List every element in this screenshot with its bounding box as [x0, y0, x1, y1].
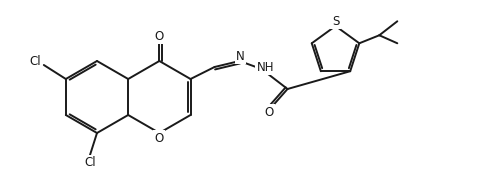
Text: O: O [155, 132, 164, 145]
Text: O: O [264, 105, 273, 118]
Text: S: S [332, 15, 339, 28]
Text: Cl: Cl [84, 156, 96, 169]
Text: NH: NH [257, 60, 274, 73]
Text: N: N [236, 49, 245, 62]
Text: O: O [155, 30, 164, 42]
Text: Cl: Cl [29, 54, 41, 68]
